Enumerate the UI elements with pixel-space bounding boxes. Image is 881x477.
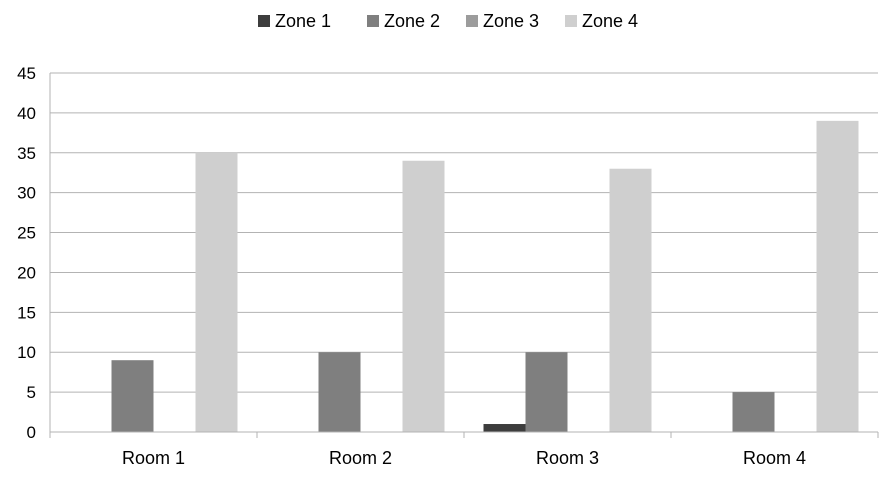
bar-zone-2-room-3 bbox=[525, 352, 568, 432]
bar-zone-4-room-2 bbox=[402, 160, 445, 432]
legend-label: Zone 1 bbox=[275, 11, 331, 31]
legend: Zone 1 Zone 2 Zone 3 Zone 4 bbox=[258, 11, 638, 31]
legend-swatch bbox=[565, 15, 577, 27]
y-tick-label: 15 bbox=[17, 303, 36, 322]
legend-label: Zone 2 bbox=[384, 11, 440, 31]
legend-swatch bbox=[258, 15, 270, 27]
x-tick-label: Room 4 bbox=[743, 448, 806, 468]
bar-zone-4-room-4 bbox=[816, 120, 859, 432]
x-tick-label: Room 2 bbox=[329, 448, 392, 468]
x-tick-label: Room 3 bbox=[536, 448, 599, 468]
legend-swatch bbox=[466, 15, 478, 27]
bar-zone-2-room-1 bbox=[111, 360, 154, 432]
gridlines bbox=[50, 72, 878, 393]
y-tick-label: 35 bbox=[17, 144, 36, 163]
bar-zone-2-room-2 bbox=[318, 352, 361, 432]
legend-label: Zone 4 bbox=[582, 11, 638, 31]
bar-zone-4-room-3 bbox=[609, 168, 652, 432]
x-tick-label: Room 1 bbox=[122, 448, 185, 468]
y-tick-label: 0 bbox=[27, 423, 36, 442]
y-tick-label: 30 bbox=[17, 184, 36, 203]
y-tick-label: 25 bbox=[17, 224, 36, 243]
bars bbox=[111, 120, 859, 432]
x-axis: Room 1 Room 2 Room 3 Room 4 bbox=[49, 431, 879, 468]
y-axis: 0 5 10 15 20 25 30 35 40 45 bbox=[17, 64, 51, 442]
bar-zone-4-room-1 bbox=[195, 152, 238, 432]
y-tick-label: 40 bbox=[17, 104, 36, 123]
y-tick-label: 5 bbox=[27, 383, 36, 402]
bar-zone-1-room-3 bbox=[483, 424, 526, 432]
bar-zone-2-room-4 bbox=[732, 392, 775, 432]
y-tick-label: 45 bbox=[17, 64, 36, 83]
legend-swatch bbox=[367, 15, 379, 27]
y-tick-label: 20 bbox=[17, 263, 36, 282]
legend-label: Zone 3 bbox=[483, 11, 539, 31]
y-tick-label: 10 bbox=[17, 343, 36, 362]
